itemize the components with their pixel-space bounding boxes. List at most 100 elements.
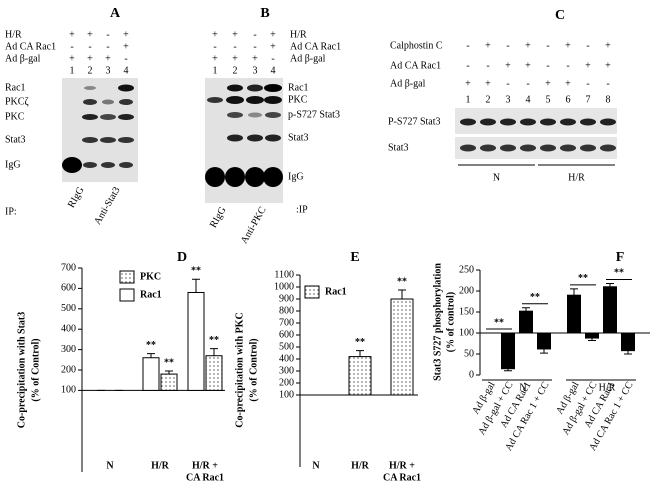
condition-sign: - [88,41,91,52]
condition-sign: + [545,78,551,89]
blot-band [227,84,243,92]
blot-band [580,144,596,152]
blot-band [118,84,134,92]
group-label: H/R [568,172,585,183]
condition-sign: + [485,78,491,89]
band-label: Rac1 [288,82,309,93]
condition-sign: - [106,29,109,40]
error-bar [540,348,548,354]
y-axis-title: (% of Control) [248,338,259,401]
y-tick-label: 900 [279,293,294,304]
x-tick-label: CA Rac1 [383,472,421,483]
y-tick-label: 500 [279,341,294,352]
condition-label: Calphostin C [390,40,443,51]
condition-sign: - [566,60,569,71]
condition-sign: - [586,40,589,51]
ip-label: RIgG [208,205,229,230]
error-bar [570,288,578,296]
lane-number: 3 [106,65,111,76]
blot-band [226,96,244,104]
condition-sign: - [526,78,529,89]
blot-band [460,144,476,152]
lane-number: 3 [506,94,511,105]
y-tick-label: 600 [61,283,76,294]
condition-sign: - [213,41,216,52]
y-tick-label: 50 [464,348,474,359]
significance: ** [164,357,174,368]
y-tick-label: 200 [279,377,294,388]
blot-band [600,144,616,152]
condition-sign: - [271,53,274,64]
y-tick-label: 1100 [274,269,294,280]
y-tick-label: 700 [279,317,294,328]
condition-sign: - [546,40,549,51]
condition-sign: + [105,53,111,64]
blot-band [119,162,133,168]
blot-band [246,96,264,104]
error-bar [522,307,530,312]
ip-label: Anti-PKC [239,205,269,246]
lane-number: 6 [566,94,571,105]
bar [519,310,533,334]
condition-label: Ad β-gal [390,78,426,89]
y-tick-label: 250 [459,264,474,275]
condition-label: H/R [290,29,307,40]
panel-label: A [110,6,121,21]
band-label: PKC [5,111,25,122]
condition-label: Ad CA Rac1 [390,60,441,71]
condition-sign: - [606,78,609,89]
condition-label: H/R [5,29,22,40]
blot-band [101,162,115,168]
band-label: PKC [288,94,308,105]
significance: ** [530,292,540,303]
blot-band [460,118,476,126]
condition-sign: + [232,53,238,64]
panel-label: B [260,6,269,21]
blot-band [227,112,243,118]
condition-sign: - [506,78,509,89]
bar [585,332,599,339]
legend-label: Rac1 [325,286,347,297]
x-tick-label: N [312,460,320,471]
legend-label: Rac1 [140,289,162,300]
y-tick-label: 0 [469,369,474,380]
blot-band [500,118,516,126]
blot-band [600,118,616,126]
blot-band [480,118,496,126]
condition-label: Ad CA Rac1 [290,41,341,52]
bar [205,355,223,391]
band-label: P-S727 Stat3 [388,116,441,127]
significance: ** [146,340,156,351]
ip-label: Anti-Stat3 [92,185,122,227]
blot-band [540,144,556,152]
significance: ** [191,266,201,277]
condition-sign: - [506,40,509,51]
lane-number: 8 [606,94,611,105]
condition-sign: + [270,41,276,52]
condition-sign: + [605,60,611,71]
blot-band [247,84,263,92]
x-tick-label: H/R + [389,460,415,471]
y-tick-label: 500 [61,303,76,314]
lane-number: 1 [213,65,218,76]
lane-number: 4 [271,65,276,76]
panel-label: C [555,8,565,23]
bar [501,332,515,370]
condition-label: Ad β-gal [5,53,41,64]
bar [187,291,205,391]
condition-sign: - [233,41,236,52]
error-bar [210,348,218,356]
y-tick-label: 400 [279,353,294,364]
condition-sign: + [605,40,611,51]
condition-sign: - [253,41,256,52]
legend-label: PKC [140,271,161,282]
bar [348,356,372,396]
condition-sign: + [232,29,238,40]
blot-band [207,97,223,103]
blot-band [227,134,243,142]
lane-number: 4 [526,94,531,105]
y-tick-label: 100 [279,389,294,400]
bar [142,357,160,391]
condition-sign: - [586,78,589,89]
